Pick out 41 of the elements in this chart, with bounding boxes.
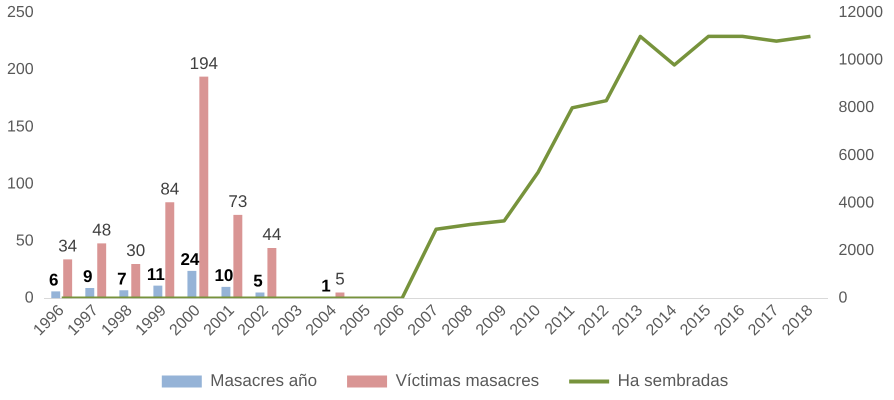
data-label: 73: [228, 192, 248, 212]
data-label: 1: [321, 276, 331, 296]
bar: [51, 291, 60, 298]
data-label: 194: [190, 54, 218, 73]
y2-tick-label: 0: [838, 290, 848, 307]
y-tick-label: 250: [6, 4, 34, 22]
data-label: 11: [146, 264, 165, 284]
y-tick-label: 200: [6, 61, 34, 78]
bar: [187, 270, 196, 298]
y2-tick-label: 2000: [838, 242, 874, 260]
data-label: 44: [262, 225, 282, 244]
y2-tick-label: 12000: [838, 4, 884, 22]
data-label: 30: [126, 241, 146, 260]
data-label: 6: [49, 270, 58, 290]
y-tick-label: 100: [6, 175, 34, 192]
data-label: 24: [180, 250, 200, 270]
y2-tick-label: 4000: [838, 194, 874, 212]
y-tick-label: 150: [6, 118, 34, 136]
data-label: 7: [117, 269, 127, 288]
bar: [199, 76, 208, 298]
data-label: 34: [58, 236, 78, 256]
bar: [165, 202, 174, 298]
data-label: 5: [253, 272, 263, 291]
legend-label: Ha sembradas: [618, 371, 728, 390]
data-label: 84: [160, 179, 180, 198]
legend-label: Víctimas masacres: [396, 371, 540, 390]
y2-tick-label: 8000: [838, 99, 874, 116]
bar: [267, 248, 276, 298]
legend-label: Masacres año: [210, 371, 318, 390]
y2-tick-label: 10000: [838, 52, 884, 69]
data-label: 10: [214, 266, 234, 286]
data-label: 9: [83, 267, 93, 286]
bar: [233, 214, 242, 298]
data-label: 48: [92, 220, 112, 240]
y-tick-label: 50: [16, 232, 34, 250]
bar: [131, 264, 140, 298]
y-tick-label: 0: [24, 290, 34, 307]
data-label: 5: [335, 270, 345, 289]
y2-tick-label: 6000: [838, 146, 874, 164]
bar: [97, 243, 106, 298]
bar: [63, 259, 72, 298]
